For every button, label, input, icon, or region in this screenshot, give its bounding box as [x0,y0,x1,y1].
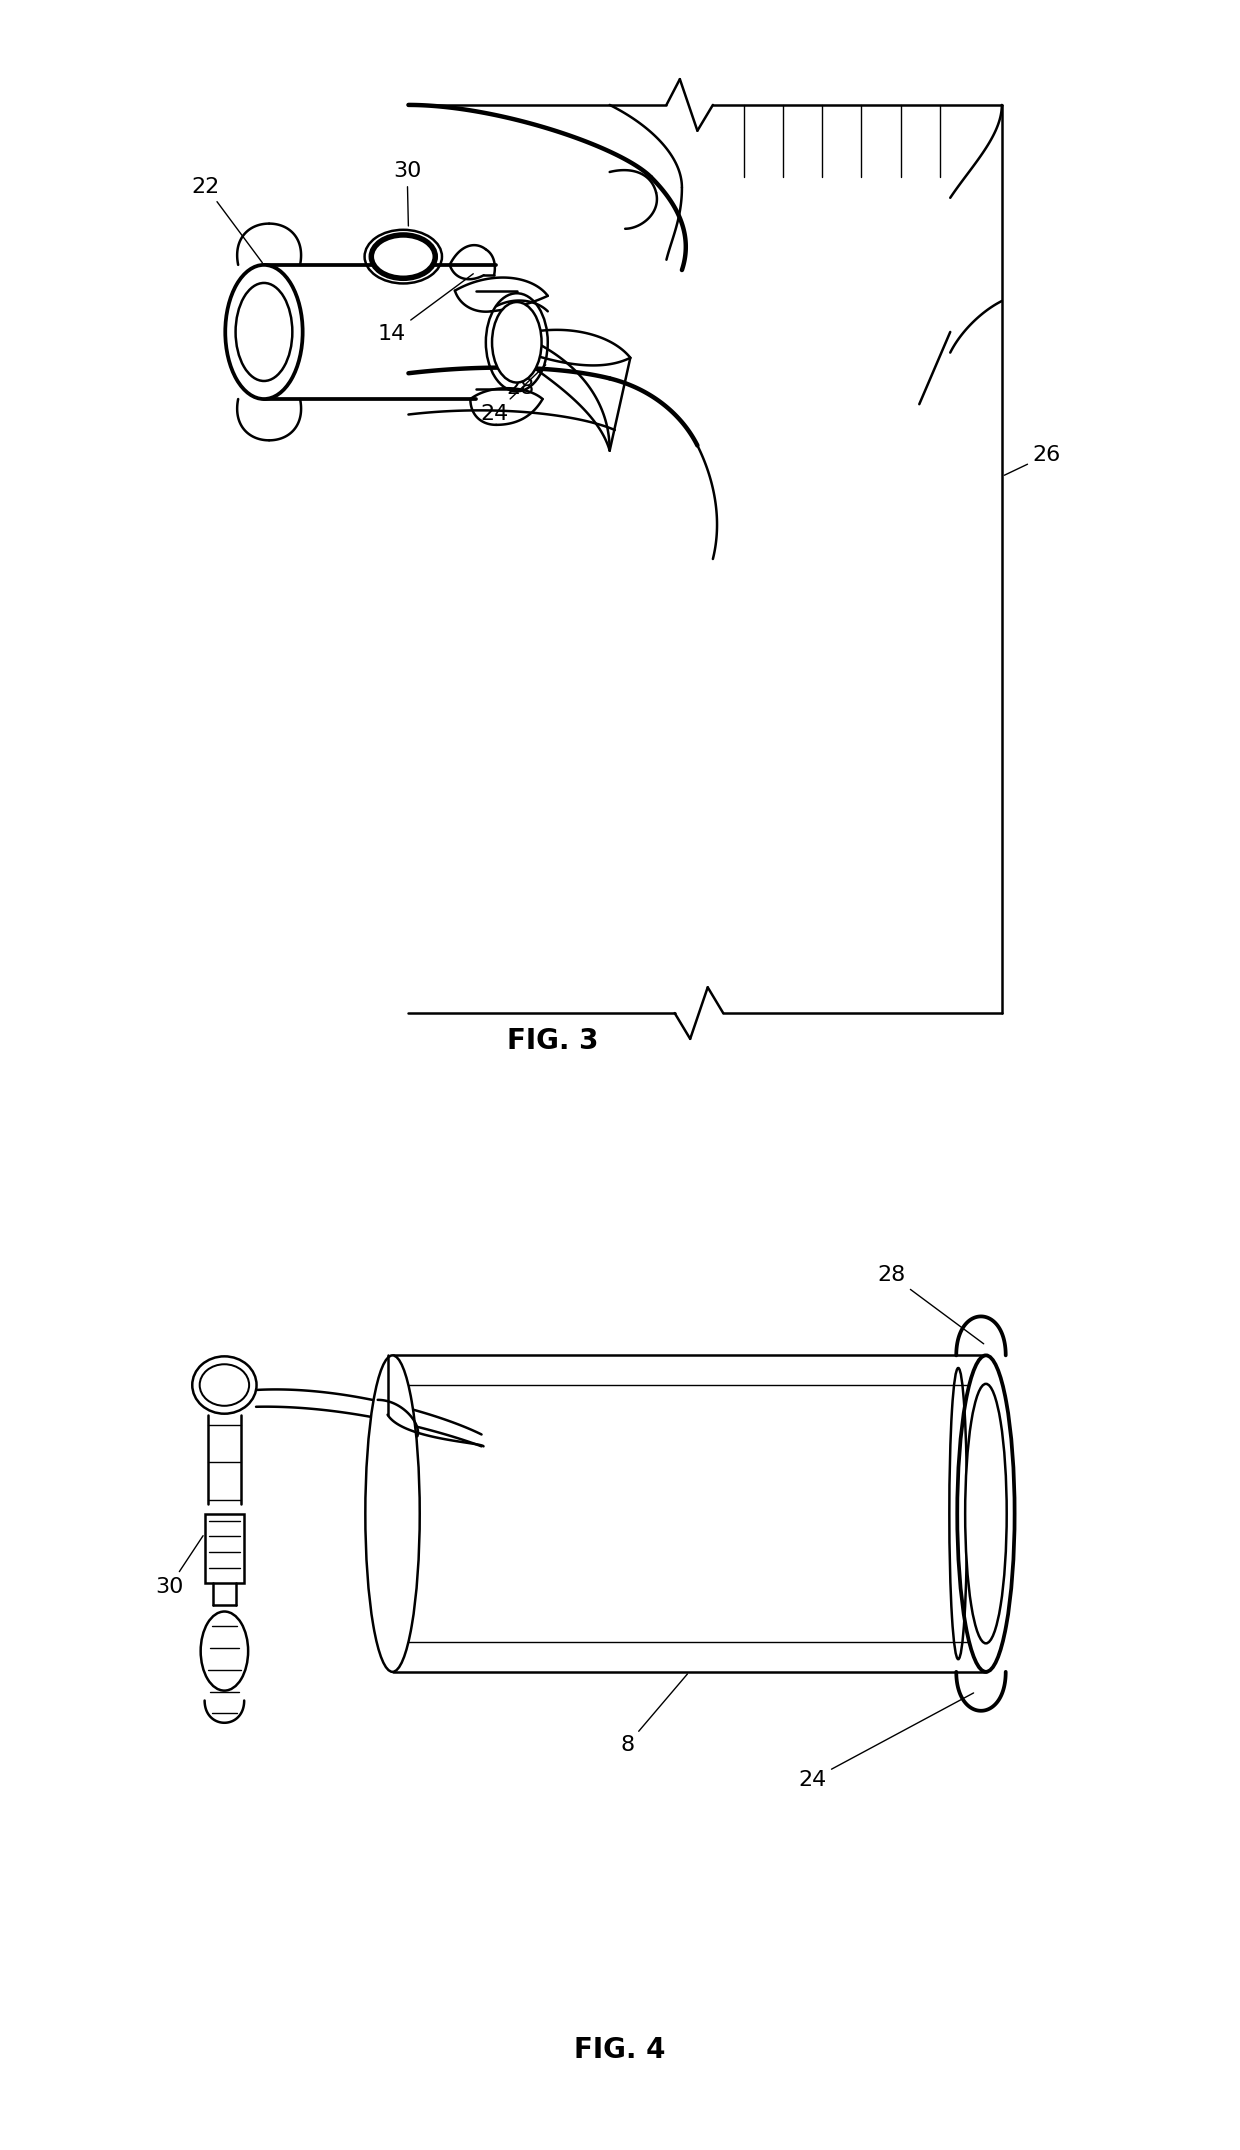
Text: 30: 30 [155,1535,203,1597]
Ellipse shape [957,1354,1014,1673]
Text: 8: 8 [620,1675,687,1754]
Bar [393,1354,986,1673]
Ellipse shape [201,1612,248,1690]
Ellipse shape [200,1365,249,1406]
Ellipse shape [492,301,542,383]
Ellipse shape [192,1357,257,1415]
Text: 28: 28 [506,335,537,398]
Ellipse shape [236,284,293,381]
Text: 26: 26 [1004,445,1061,475]
Text: 28: 28 [877,1264,983,1344]
Ellipse shape [226,264,303,400]
Ellipse shape [366,1354,419,1673]
Text: FIG. 3: FIG. 3 [507,1028,599,1056]
Text: 14: 14 [377,273,474,344]
Text: FIG. 4: FIG. 4 [574,2036,666,2064]
Text: 24: 24 [481,366,546,424]
Ellipse shape [371,234,435,277]
Text: 24: 24 [799,1692,973,1789]
FancyBboxPatch shape [205,1514,244,1582]
Text: 30: 30 [393,161,422,226]
Ellipse shape [965,1385,1007,1643]
Text: 22: 22 [192,176,263,262]
